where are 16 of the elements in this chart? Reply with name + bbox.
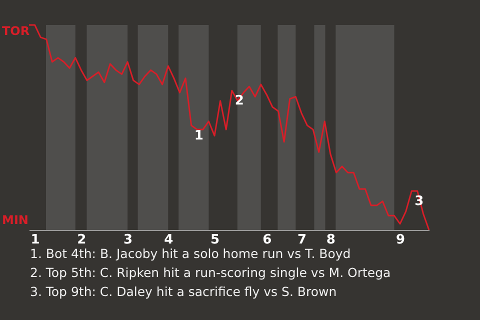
- x-tick-label: 9: [396, 232, 406, 248]
- x-tick-label: 7: [297, 232, 306, 248]
- text: MIN: [2, 213, 28, 227]
- x-tick-label: 2: [77, 232, 86, 248]
- x-tick-label: 3: [124, 232, 133, 248]
- x-tick-label: 6: [262, 232, 272, 248]
- x-tick-label: 8: [326, 232, 336, 248]
- text: 2. Top 5th: C. Ripken hit a run-scoring single vs M. Ortega: [30, 264, 391, 282]
- annotation: 2: [234, 94, 244, 109]
- text: 3. Top 9th: C. Daley hit a sacrifice fly vs S. Brown: [30, 283, 338, 301]
- x-tick-label: 4: [164, 232, 174, 248]
- text: 1. Bot 4th: B. Jacoby hit a solo home run vs T. Boyd: [30, 245, 352, 263]
- x-tick-label: 5: [210, 232, 220, 248]
- annotation: 1: [194, 128, 204, 144]
- annotation: TOR: [2, 24, 30, 38]
- x-tick-label: 1: [30, 232, 40, 248]
